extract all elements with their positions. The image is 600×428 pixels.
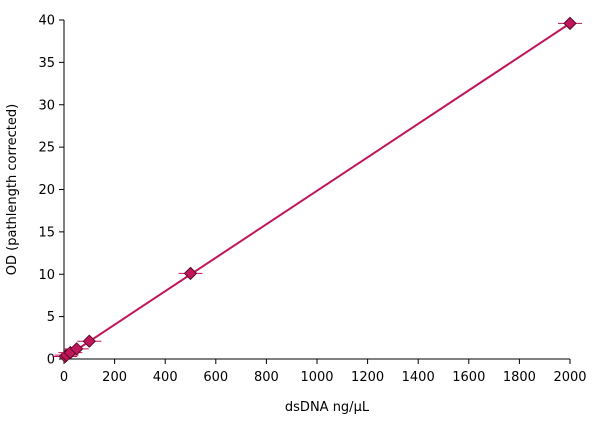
y-tick-label: 30 [38,98,55,113]
x-tick-label: 1600 [452,370,485,385]
x-tick-label: 1400 [402,370,435,385]
y-axis-title: OD (pathlength corrected) [5,104,20,275]
y-tick-label: 20 [38,183,55,198]
y-axis-ticks: 0 5 10 15 20 25 30 35 40 [38,14,64,368]
x-tick-label: 400 [153,370,178,385]
x-tick-label: 600 [203,370,228,385]
diamond-marker [183,266,198,281]
data-point [77,334,102,348]
y-tick-label: 15 [38,225,55,240]
x-tick-label: 200 [102,370,127,385]
x-tick-label: 1000 [300,370,333,385]
x-tick-label: 0 [60,370,68,385]
diamond-marker [82,334,97,348]
y-tick-label: 0 [47,353,55,368]
x-tick-label: 1200 [351,370,384,385]
y-tick-label: 5 [47,310,55,325]
x-axis-ticks: 0 200 400 600 800 1000 1200 1400 1600 1800 2000 [60,359,587,385]
data-point [64,342,89,356]
diamond-marker [563,16,577,31]
x-tick-label: 1800 [503,370,536,385]
x-tick-label: 2000 [553,370,586,385]
trendline [63,22,571,359]
y-tick-label: 10 [38,268,55,283]
data-point [178,266,203,281]
data-point [558,16,582,31]
x-axis-title: dsDNA ng/µL [285,400,370,415]
diamond-marker [69,342,84,356]
y-tick-label: 35 [38,56,55,71]
x-tick-label: 800 [254,370,279,385]
data-points [53,16,582,364]
y-tick-label: 40 [38,14,55,29]
y-tick-label: 25 [38,141,55,156]
